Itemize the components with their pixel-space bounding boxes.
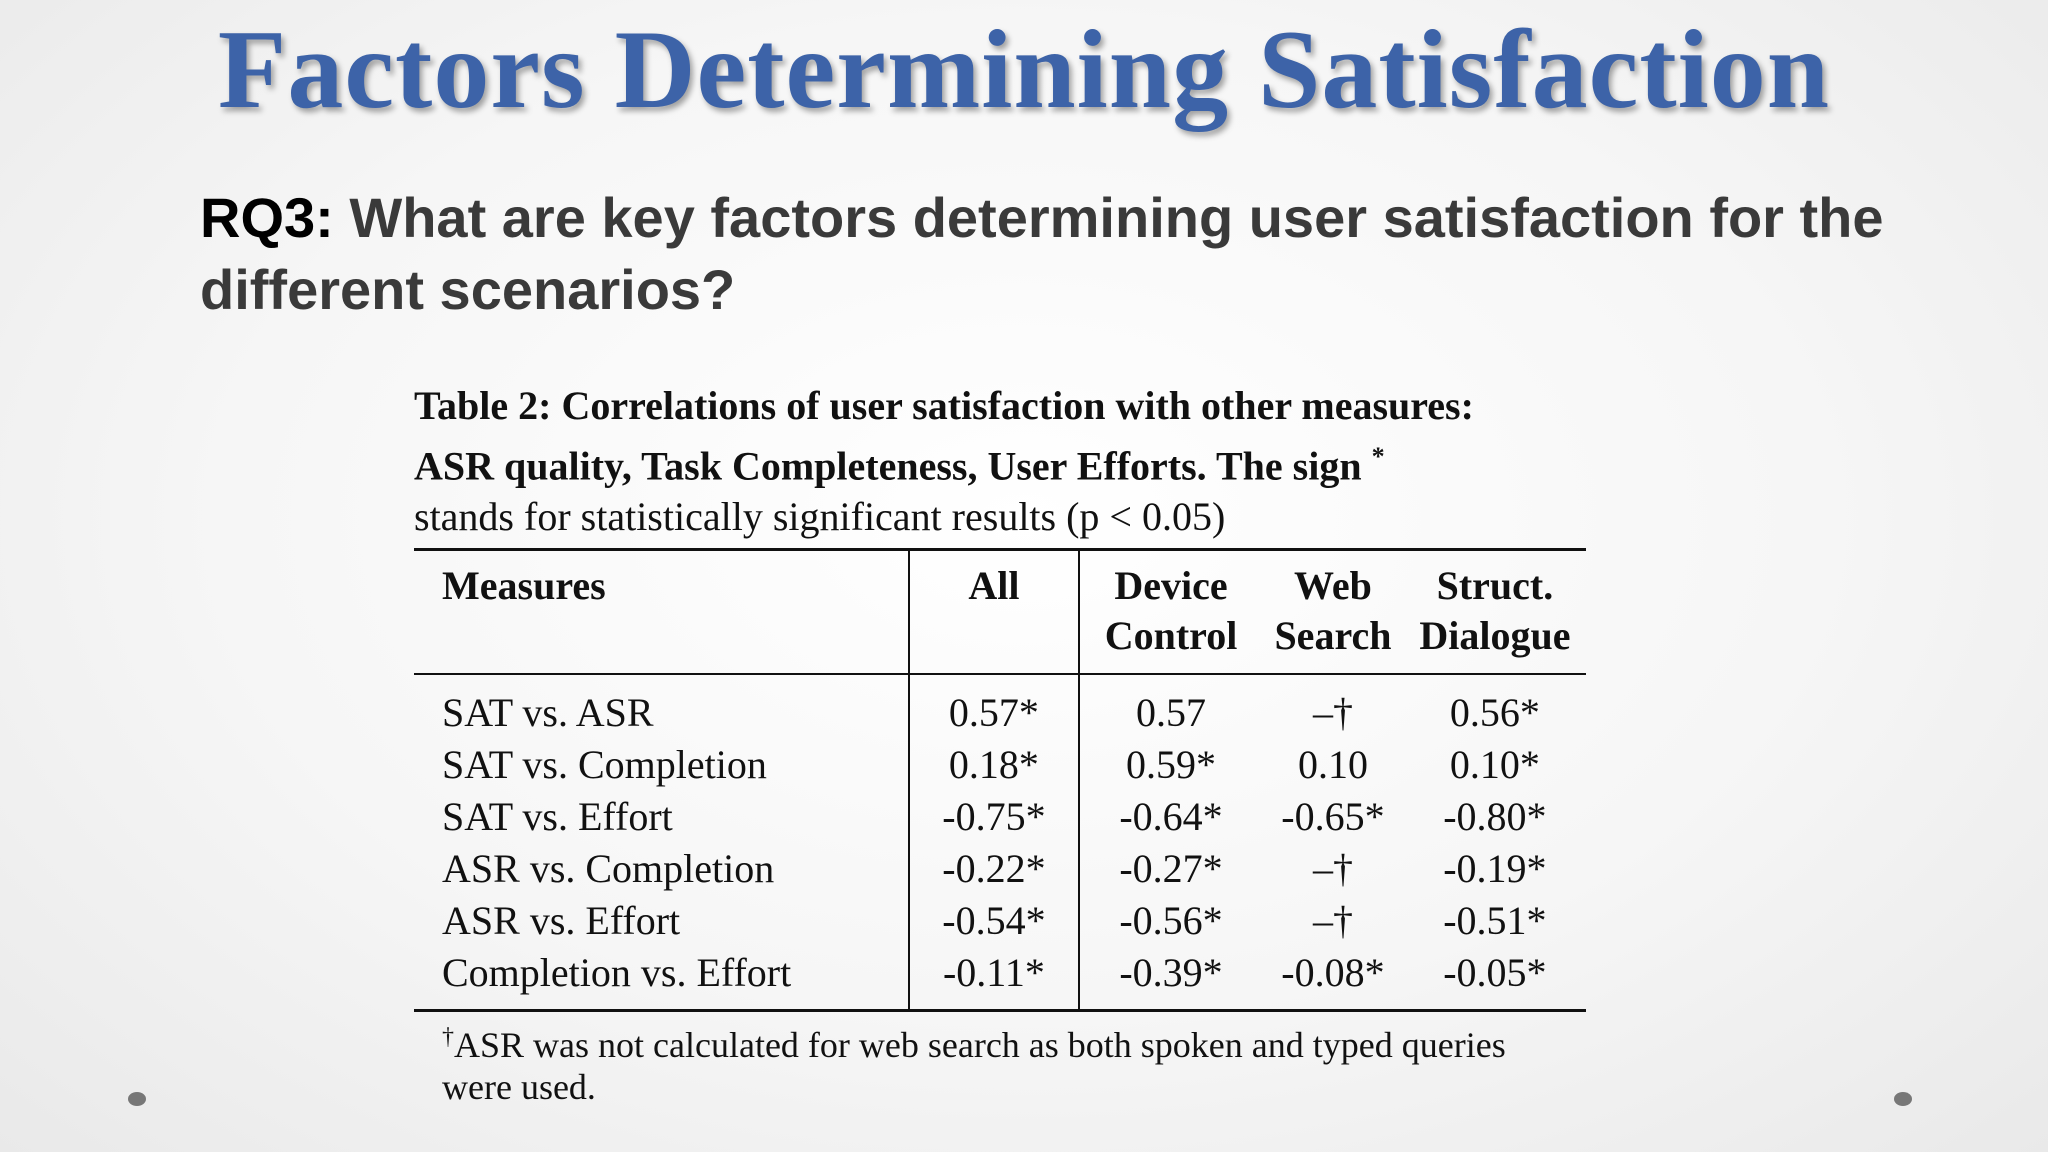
cell-device: -0.64* bbox=[1119, 794, 1223, 840]
header-measures: Measures bbox=[414, 549, 910, 675]
cell-measure: ASR vs. Completion bbox=[414, 843, 910, 896]
cell-device: -0.27* bbox=[1119, 846, 1223, 892]
cell-all: -0.54* bbox=[908, 895, 1080, 948]
cell-measure: SAT vs. ASR bbox=[414, 674, 910, 740]
cell-dialogue: 0.56* bbox=[1449, 690, 1540, 736]
cell-all: -0.22* bbox=[908, 843, 1080, 896]
slide-nav-right-dot[interactable] bbox=[1894, 1092, 1912, 1106]
cell-web: –† bbox=[1312, 898, 1353, 944]
cell-web: -0.08* bbox=[1281, 950, 1385, 996]
cell-measure: Completion vs. Effort bbox=[414, 947, 910, 1011]
cell-all: 0.18* bbox=[908, 739, 1080, 792]
table-footnote: †ASR was not calculated for web search a… bbox=[414, 1012, 1582, 1108]
cell-device: -0.56* bbox=[1119, 898, 1223, 944]
table-row: Completion vs. Effort -0.11* -0.39* -0.0… bbox=[414, 947, 1586, 1011]
cell-device: -0.39* bbox=[1119, 950, 1223, 996]
slide-title: Factors Determining Satisfaction bbox=[217, 8, 1831, 132]
table-row: ASR vs. Effort -0.54* -0.56* –† -0.51* bbox=[414, 895, 1586, 948]
significance-mark: * bbox=[1371, 442, 1385, 471]
cell-web: –† bbox=[1312, 846, 1353, 892]
cell-dialogue: -0.51* bbox=[1443, 898, 1547, 944]
footnote-text: ASR was not calculated for web search as… bbox=[442, 1025, 1506, 1108]
cell-measure: SAT vs. Effort bbox=[414, 791, 910, 844]
caption-line-3: stands for statistically significant res… bbox=[414, 494, 1226, 540]
table-row: ASR vs. Completion -0.22* -0.27* –† -0.1… bbox=[414, 843, 1586, 896]
cell-measure: ASR vs. Effort bbox=[414, 895, 910, 948]
cell-dialogue: -0.19* bbox=[1443, 846, 1547, 892]
correlation-table: Measures All Device Control Web Search Str… bbox=[414, 548, 1586, 1013]
cell-all: 0.57* bbox=[908, 674, 1080, 740]
header-web-search: Web Search bbox=[1274, 563, 1392, 659]
dagger-mark: † bbox=[442, 1024, 454, 1051]
caption-line-1: Table 2: Correlations of user satisfacti… bbox=[414, 383, 1474, 428]
table-row: SAT vs. Completion 0.18* 0.59* 0.10 0.10… bbox=[414, 739, 1586, 792]
table-row: SAT vs. ASR 0.57* 0.57 –† 0.56* bbox=[414, 674, 1586, 740]
cell-device: 0.57 bbox=[1136, 690, 1207, 736]
question-text: What are key factors determining user sa… bbox=[200, 186, 1884, 321]
caption-line-2: ASR quality, Task Completeness, User Eff… bbox=[414, 442, 1385, 489]
header-all: All bbox=[908, 549, 1080, 675]
table-caption: Table 2: Correlations of user satisfacti… bbox=[414, 380, 1586, 542]
cell-measure: SAT vs. Completion bbox=[414, 739, 910, 792]
cell-web: –† bbox=[1312, 690, 1353, 736]
header-struct-dialogue: Struct. Dialogue bbox=[1419, 563, 1571, 659]
cell-dialogue: 0.10* bbox=[1449, 742, 1540, 788]
table-row: SAT vs. Effort -0.75* -0.64* -0.65* -0.8… bbox=[414, 791, 1586, 844]
cell-dialogue: -0.05* bbox=[1443, 950, 1547, 996]
cell-all: -0.75* bbox=[908, 791, 1080, 844]
table-header-row: Measures All Device Control Web Search Str… bbox=[414, 549, 1586, 675]
correlation-table-figure: Table 2: Correlations of user satisfacti… bbox=[414, 380, 1586, 1108]
cell-device: 0.59* bbox=[1126, 742, 1217, 788]
question-label: RQ3: bbox=[200, 186, 334, 249]
cell-web: 0.10 bbox=[1297, 742, 1368, 788]
research-question: RQ3: What are key factors determining us… bbox=[200, 182, 1900, 326]
cell-dialogue: -0.80* bbox=[1443, 794, 1547, 840]
cell-web: -0.65* bbox=[1281, 794, 1385, 840]
slide-nav-left-dot[interactable] bbox=[128, 1092, 146, 1106]
cell-all: -0.11* bbox=[908, 947, 1080, 1011]
header-device-control: Device Control bbox=[1104, 563, 1238, 659]
